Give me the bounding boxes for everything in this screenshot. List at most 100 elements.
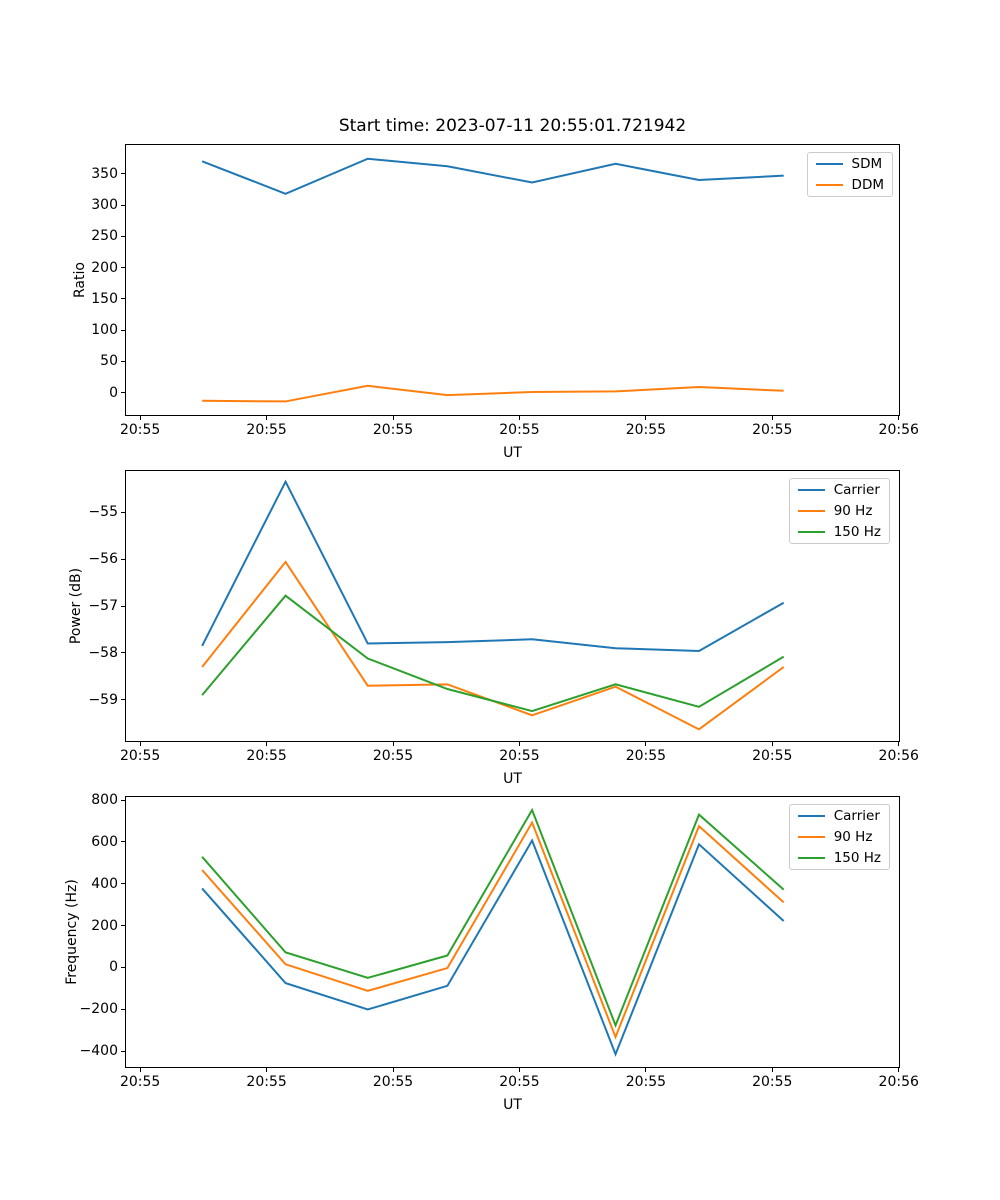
x-tick-mark (518, 1068, 520, 1072)
legend-line-sample (797, 489, 825, 492)
y-tick-mark (121, 511, 125, 513)
y-tick-mark (121, 329, 125, 331)
x-tick-label: 20:56 (878, 1074, 919, 1090)
x-tick-label: 20:55 (372, 1074, 414, 1090)
plot-area (201, 807, 785, 1057)
x-tick-label: 20:55 (625, 748, 667, 764)
y-tick-label: −59 (88, 691, 118, 708)
y-tick-mark (121, 925, 125, 927)
y-tick-mark (121, 1008, 125, 1010)
x-tick-mark (898, 1068, 900, 1072)
x-tick-label: 20:56 (878, 748, 919, 764)
x-tick-mark (139, 416, 141, 420)
y-tick-label: −55 (88, 504, 118, 521)
legend-line-sample (797, 510, 825, 513)
legend-label: 150 Hz (833, 849, 881, 866)
x-tick-mark (266, 1068, 268, 1072)
legend-label: 90 Hz (833, 503, 873, 520)
x-tick-mark (266, 742, 268, 746)
y-tick-label: 150 (91, 290, 118, 307)
legend-line-sample (797, 815, 825, 818)
x-tick-label: 20:55 (372, 422, 414, 438)
axes-frame (125, 796, 900, 1068)
x-tick-label: 20:55 (625, 422, 667, 438)
y-tick-label: 0 (109, 384, 118, 401)
x-tick-mark (392, 1068, 394, 1072)
x-tick-mark (139, 742, 141, 746)
y-tick-mark (121, 883, 125, 885)
x-tick-label: 20:55 (752, 422, 793, 438)
x-tick-label: 20:55 (246, 748, 287, 764)
x-tick-label: 20:55 (625, 1074, 667, 1090)
y-tick-label: −400 (79, 1043, 118, 1060)
y-tick-mark (121, 267, 125, 269)
series-line-carrier (201, 479, 785, 653)
series-line-ddm (202, 384, 784, 403)
x-tick-label: 20:55 (499, 748, 540, 764)
y-tick-mark (121, 558, 125, 560)
y-tick-label: 400 (91, 875, 118, 892)
axes-frame (125, 470, 900, 742)
legend-label: Carrier (833, 482, 880, 499)
y-tick-label: −58 (88, 644, 118, 661)
y-tick-mark (121, 392, 125, 394)
legend-entry: 150 Hz (797, 521, 881, 542)
legend-line-sample (815, 183, 843, 186)
y-tick-label: 100 (91, 322, 118, 339)
x-axis-label: UT (503, 1097, 522, 1113)
y-tick-label: 200 (91, 917, 118, 934)
y-tick-mark (121, 966, 125, 968)
y-tick-label: 300 (91, 197, 118, 214)
legend-label: SDM (851, 155, 883, 172)
x-axis-label: UT (503, 445, 522, 461)
legend: Carrier 90 Hz 150 Hz (788, 478, 890, 545)
series-line-90-hz (201, 560, 785, 731)
x-tick-mark (898, 742, 900, 746)
x-tick-mark (771, 1068, 773, 1072)
y-tick-label: −57 (88, 598, 118, 614)
y-tick-label: 600 (91, 833, 118, 850)
y-tick-mark (121, 652, 125, 654)
x-tick-label: 20:55 (499, 422, 540, 438)
legend-line-sample (797, 856, 825, 859)
y-tick-mark (121, 605, 125, 607)
x-tick-label: 20:55 (372, 748, 414, 764)
x-tick-label: 20:55 (119, 422, 161, 438)
y-tick-label: 800 (91, 792, 118, 809)
axes-frame (125, 144, 900, 416)
legend-entry: 90 Hz (797, 501, 881, 522)
series-line-sdm (201, 157, 784, 195)
x-tick-label: 20:56 (878, 422, 919, 438)
x-tick-label: 20:55 (499, 1074, 540, 1090)
y-tick-mark (121, 1050, 125, 1052)
x-tick-mark (139, 1068, 141, 1072)
legend-label: 150 Hz (833, 523, 881, 540)
y-tick-mark (121, 298, 125, 300)
series-line-150-hz (201, 594, 785, 713)
y-axis-label: Frequency (Hz) (64, 879, 80, 985)
x-tick-mark (392, 742, 394, 746)
x-tick-mark (645, 416, 647, 420)
x-tick-label: 20:55 (246, 422, 287, 438)
x-tick-mark (898, 416, 900, 420)
y-tick-mark (121, 799, 125, 801)
x-tick-label: 20:55 (246, 1074, 287, 1090)
y-tick-mark (121, 699, 125, 701)
x-tick-mark (645, 1068, 647, 1072)
series-line-150-hz (201, 807, 785, 1029)
y-tick-label: 50 (100, 353, 118, 370)
figure-title: Start time: 2023-07-11 20:55:01.721942 (338, 116, 687, 136)
y-tick-label: −200 (79, 1001, 118, 1018)
legend-entry: Carrier (797, 480, 881, 501)
y-tick-mark (121, 360, 125, 362)
legend-entry: Carrier (797, 806, 881, 827)
x-tick-mark (771, 742, 773, 746)
y-tick-label: 200 (91, 259, 118, 276)
x-tick-mark (392, 416, 394, 420)
plot-area (201, 157, 784, 403)
y-tick-label: 250 (91, 228, 118, 245)
legend-label: 90 Hz (833, 829, 873, 846)
legend-entry: SDM (815, 154, 884, 175)
legend: SDM DDM (806, 151, 893, 197)
